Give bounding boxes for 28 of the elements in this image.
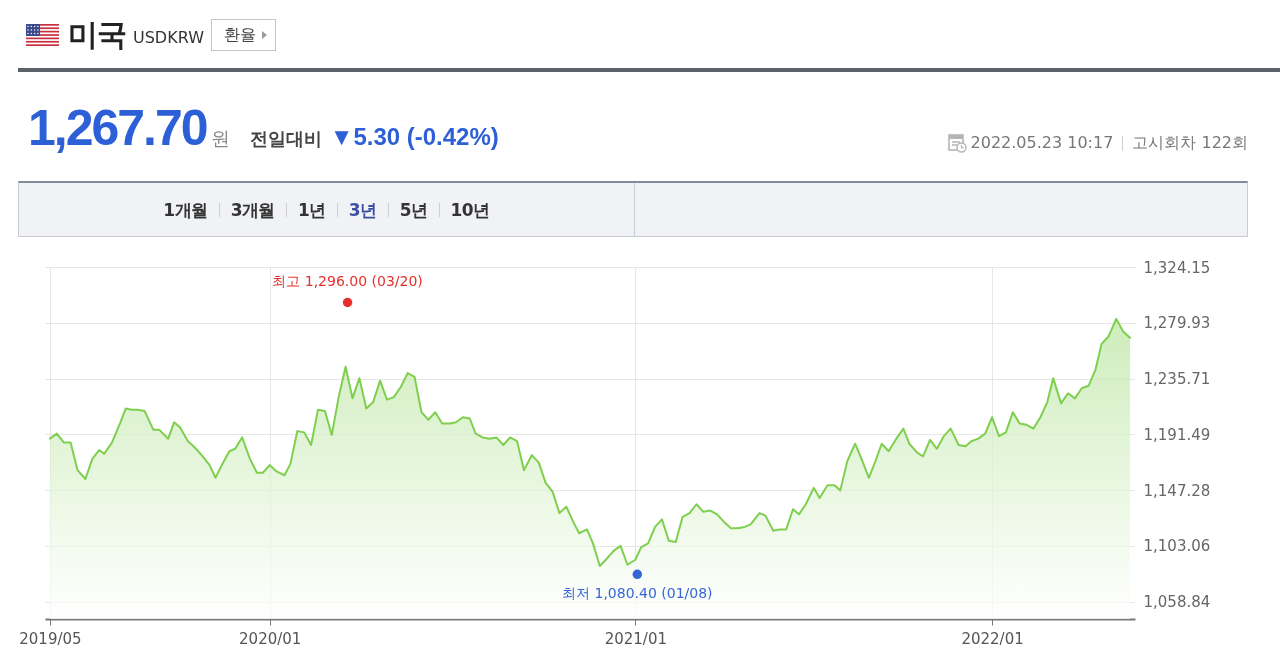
- text: 1,267.70: [28, 100, 207, 156]
- text: 2022.05.23 10:17: [970, 133, 1114, 153]
- text: 3년: [348, 199, 377, 220]
- text: ▼5.30 (-0.42%): [329, 123, 499, 150]
- y-tick-label: 1,103.06: [1143, 537, 1211, 556]
- y-tick-label: 1,324.15: [1143, 258, 1211, 277]
- x-tick-label: 2021/01: [604, 629, 667, 648]
- button: 환율: [210, 19, 276, 51]
- annotation: 최저 1,080.40 (01/08): [562, 585, 713, 602]
- y-tick-label: 1,147.28: [1143, 481, 1211, 500]
- text: 10년: [450, 199, 490, 220]
- text: 1개월: [163, 199, 208, 220]
- x-tick-label: 2019/05: [19, 629, 82, 648]
- y-tick-label: 1,058.84: [1143, 593, 1211, 612]
- text: 3개월: [230, 199, 275, 220]
- x-tick-label: 2020/01: [239, 629, 302, 648]
- text: 전일대비: [249, 128, 322, 150]
- annotation: 최고 1,296.00 (03/20): [272, 273, 423, 290]
- text: 1년: [297, 199, 326, 220]
- x-tick-label: 2022/01: [961, 629, 1024, 648]
- chart-title: 미국: [68, 17, 126, 53]
- text: 원: [210, 127, 230, 149]
- text: 5년: [399, 199, 428, 220]
- y-tick-label: 1,191.49: [1143, 425, 1211, 444]
- y-tick-label: 1,235.71: [1143, 370, 1211, 389]
- y-tick-label: 1,279.93: [1143, 314, 1211, 333]
- chart-subtitle: USDKRW: [133, 28, 204, 48]
- text: 고시회차 122회: [1132, 133, 1248, 153]
